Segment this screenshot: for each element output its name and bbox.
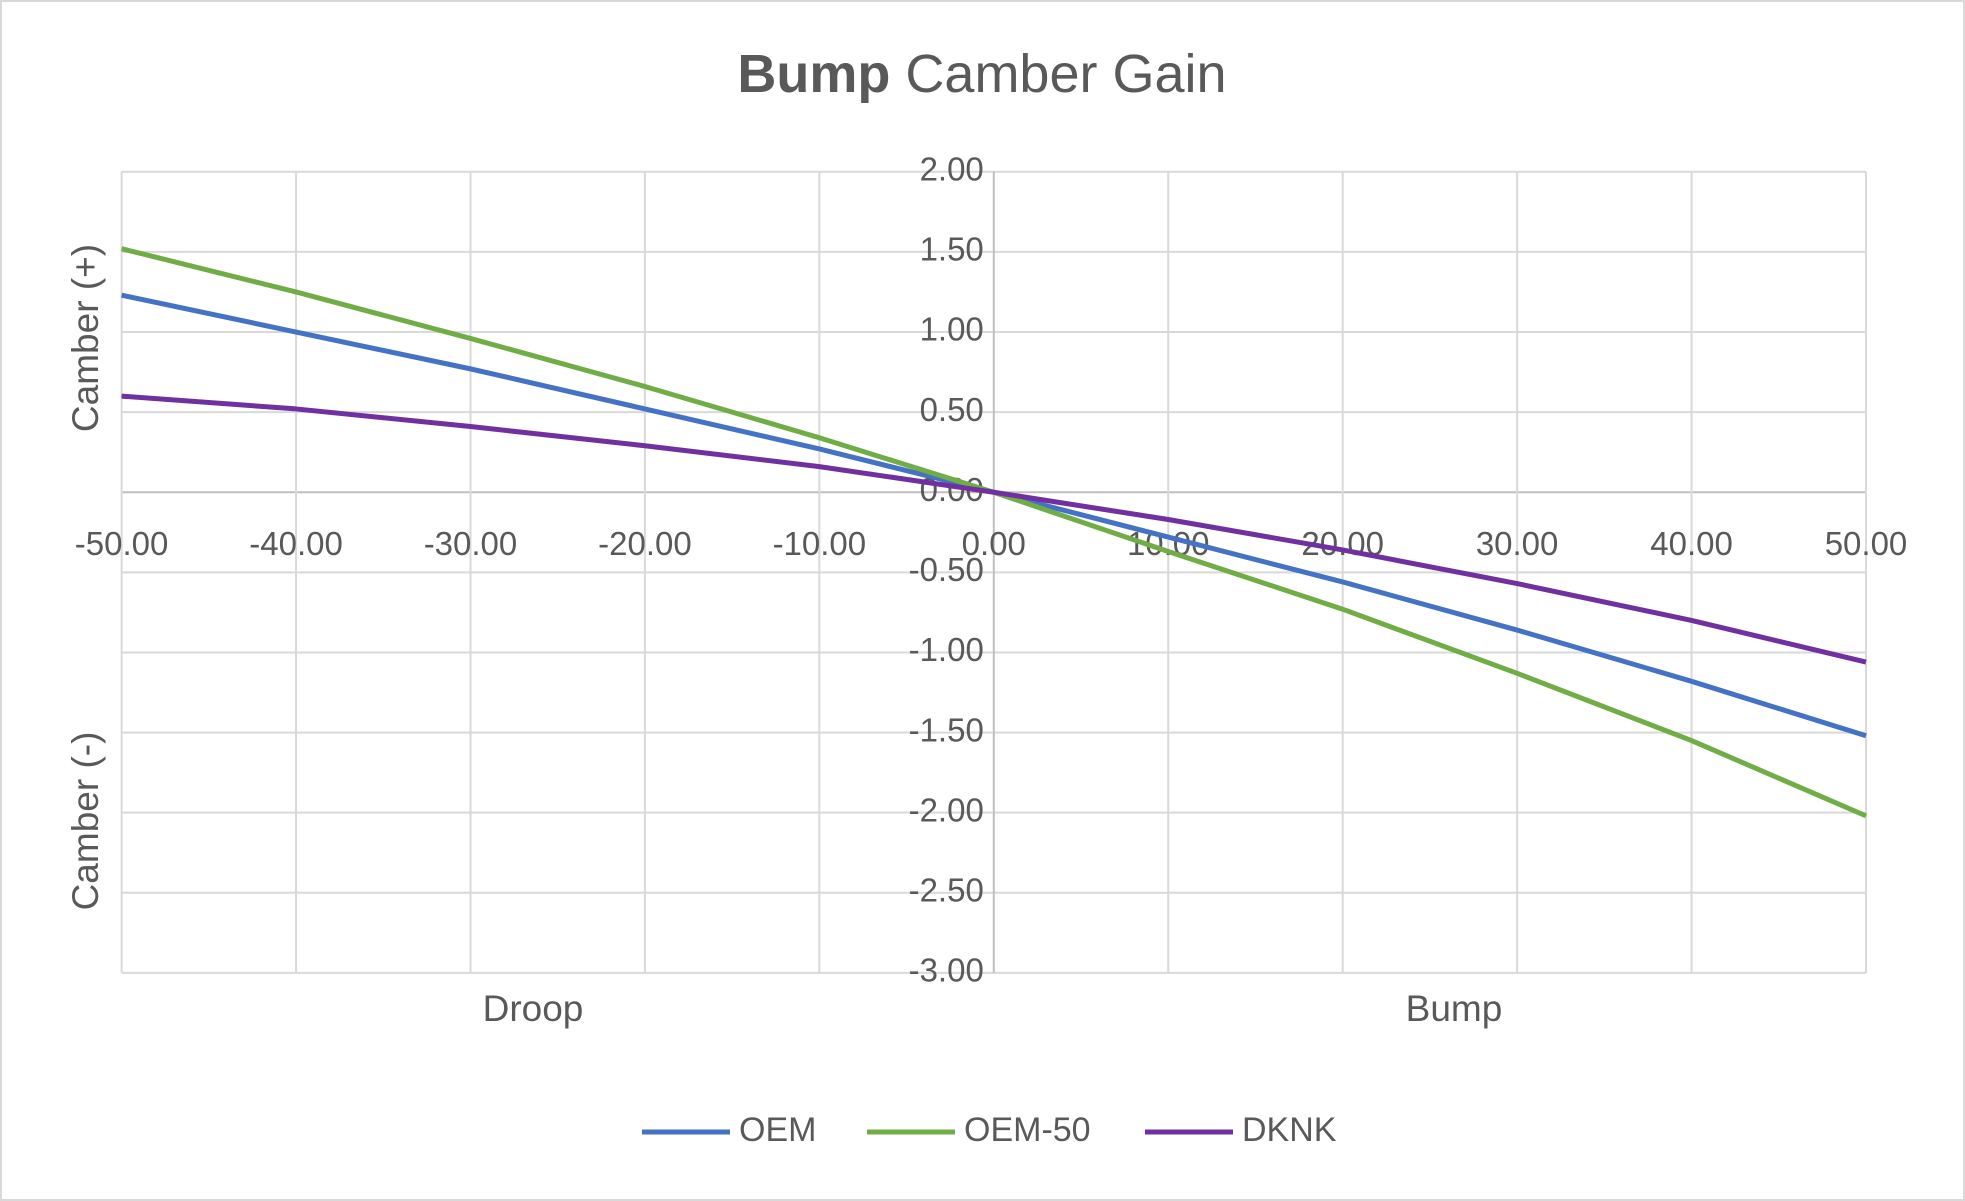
legend-label: DKNK: [1242, 1111, 1337, 1149]
legend-label: OEM: [739, 1111, 816, 1149]
title-emphasis: Bump: [737, 44, 890, 104]
title-rest: Camber Gain: [905, 44, 1226, 104]
legend-label: OEM-50: [964, 1111, 1091, 1149]
y-axis-label: Camber (+): [65, 244, 106, 432]
legend-item: DKNK: [1145, 1111, 1337, 1149]
chart-title: Bump Camber Gain: [737, 44, 1226, 104]
y-tick-label: -1.50: [909, 711, 984, 748]
legend-item: OEM: [642, 1111, 816, 1149]
x-tick-label: -40.00: [249, 525, 343, 562]
series-line: [121, 393, 1867, 665]
x-annotation: Bump: [1406, 988, 1503, 1029]
y-tick-label: -2.00: [909, 791, 984, 828]
x-tick-label: 40.00: [1650, 525, 1733, 562]
x-tick-label: -20.00: [598, 525, 692, 562]
y-tick-label: -1.00: [909, 631, 984, 668]
y-tick-label: 2.00: [920, 151, 984, 188]
y-tick-label: -3.00: [909, 952, 984, 989]
x-tick-label: -50.00: [75, 525, 169, 562]
y-tick-label: -2.50: [909, 872, 984, 909]
y-tick-label: 0.50: [920, 391, 984, 428]
y-tick-label: 1.50: [920, 231, 984, 268]
x-tick-label: 30.00: [1476, 525, 1559, 562]
y-axis-label: Camber (-): [65, 732, 106, 911]
x-annotation: Droop: [483, 988, 584, 1029]
x-tick-label: -10.00: [773, 525, 867, 562]
grid: [120, 170, 1867, 974]
x-tick-label: -30.00: [424, 525, 518, 562]
x-tick-label: 0.00: [962, 525, 1026, 562]
y-tick-label: -0.50: [909, 551, 984, 588]
x-tick-label: 50.00: [1825, 525, 1908, 562]
y-tick-label: 1.00: [920, 311, 984, 348]
legend-item: OEM-50: [867, 1111, 1091, 1149]
